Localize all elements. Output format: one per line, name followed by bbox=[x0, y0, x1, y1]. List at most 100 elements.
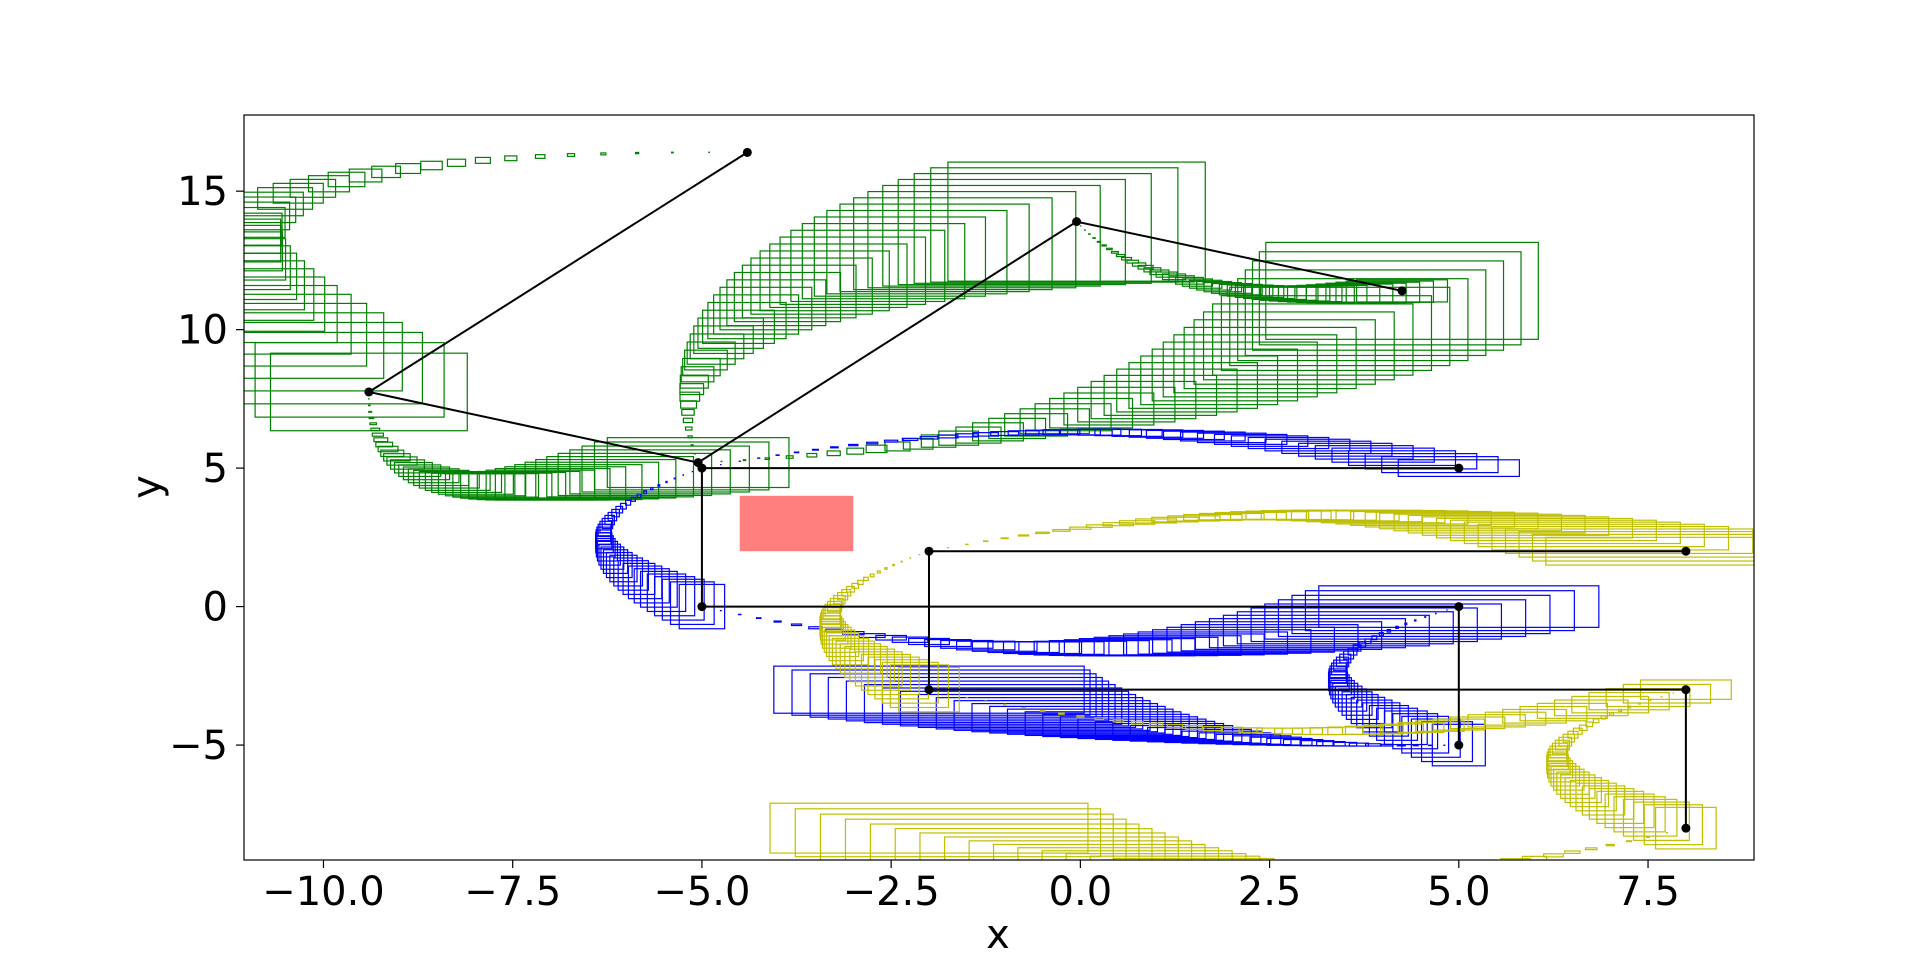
swept-box bbox=[646, 573, 687, 613]
x-tick-label: −2.5 bbox=[843, 869, 940, 915]
swept-box bbox=[764, 457, 770, 461]
swept-box bbox=[1131, 262, 1147, 267]
swept-box bbox=[244, 321, 403, 392]
swept-box bbox=[919, 832, 1166, 860]
swept-box bbox=[1386, 628, 1392, 633]
swept-box bbox=[1632, 801, 1690, 841]
swept-box bbox=[244, 196, 297, 224]
swept-box bbox=[244, 224, 282, 263]
swept-box bbox=[707, 301, 787, 340]
swept-box bbox=[1116, 368, 1238, 413]
swept-box bbox=[1404, 622, 1408, 626]
swept-box bbox=[424, 471, 491, 491]
swept-box bbox=[769, 802, 1089, 854]
path-node bbox=[924, 685, 934, 695]
swept-box bbox=[1229, 286, 1451, 367]
swept-box bbox=[1364, 511, 1516, 528]
swept-box bbox=[566, 153, 576, 158]
swept-box bbox=[418, 471, 480, 489]
swept-box bbox=[557, 452, 713, 497]
swept-box bbox=[600, 152, 607, 156]
swept-box bbox=[370, 427, 381, 432]
swept-box bbox=[900, 560, 903, 563]
swept-box bbox=[1297, 442, 1393, 457]
path-node bbox=[742, 147, 752, 157]
swept-box bbox=[1585, 721, 1594, 728]
swept-box bbox=[593, 441, 770, 491]
swept-box bbox=[680, 366, 715, 383]
swept-box bbox=[1017, 534, 1030, 537]
swept-box bbox=[244, 191, 304, 217]
swept-box bbox=[860, 653, 911, 691]
swept-box bbox=[1069, 526, 1092, 530]
clipped-marks bbox=[244, 147, 1754, 860]
swept-box bbox=[1477, 523, 1705, 548]
swept-box bbox=[1581, 785, 1626, 816]
swept-box bbox=[854, 651, 903, 687]
swept-box bbox=[446, 158, 467, 167]
swept-box bbox=[1596, 790, 1645, 824]
swept-box bbox=[1052, 528, 1071, 532]
swept-box bbox=[665, 480, 668, 484]
swept-box bbox=[990, 431, 1020, 437]
swept-box bbox=[791, 669, 1091, 716]
swept-box bbox=[371, 432, 385, 437]
swept-box bbox=[845, 680, 1110, 722]
path-node bbox=[1454, 740, 1464, 750]
swept-box bbox=[1101, 244, 1107, 247]
swept-box bbox=[826, 209, 1008, 295]
swept-box bbox=[863, 576, 869, 582]
swept-box bbox=[1618, 708, 1623, 713]
swept-box bbox=[1063, 392, 1155, 426]
obstacle-rect bbox=[739, 495, 854, 552]
swept-box bbox=[625, 499, 632, 506]
plot-area bbox=[244, 147, 1754, 860]
swept-box bbox=[1000, 537, 1009, 540]
swept-box bbox=[1378, 632, 1384, 637]
swept-box bbox=[954, 433, 979, 438]
swept-box bbox=[1543, 853, 1564, 858]
swept-box bbox=[1605, 688, 1691, 708]
swept-box bbox=[1627, 705, 1632, 709]
path-node bbox=[1454, 463, 1464, 473]
swept-box bbox=[1173, 334, 1338, 394]
axes-frame bbox=[243, 114, 1755, 861]
swept-box bbox=[368, 410, 373, 413]
swept-box bbox=[1347, 450, 1457, 467]
swept-box bbox=[1151, 516, 1199, 523]
swept-box bbox=[1368, 704, 1409, 737]
swept-box bbox=[514, 464, 643, 501]
swept-box bbox=[881, 661, 939, 704]
swept-box bbox=[992, 843, 1206, 860]
swept-box bbox=[1380, 723, 1425, 734]
swept-box bbox=[636, 493, 642, 499]
swept-box bbox=[1130, 720, 1144, 725]
swept-box bbox=[1041, 850, 1233, 860]
swept-box bbox=[913, 172, 1152, 284]
swept-box bbox=[1415, 720, 1465, 732]
swept-box bbox=[1564, 777, 1602, 804]
swept-box bbox=[670, 151, 674, 154]
swept-box bbox=[930, 167, 1179, 283]
swept-box bbox=[1379, 512, 1539, 530]
swept-box bbox=[1058, 712, 1065, 715]
swept-box bbox=[606, 437, 790, 489]
swept-box bbox=[244, 245, 291, 291]
swept-box bbox=[820, 623, 849, 645]
swept-box bbox=[1605, 843, 1615, 847]
swept-box bbox=[989, 705, 1166, 734]
swept-box bbox=[1238, 727, 1263, 734]
swept-box bbox=[971, 422, 1024, 442]
swept-box bbox=[595, 537, 616, 558]
x-tick-label: 7.5 bbox=[1616, 869, 1680, 915]
swept-box bbox=[1123, 633, 1265, 656]
swept-box bbox=[1380, 743, 1394, 747]
swept-box bbox=[1128, 362, 1259, 409]
swept-box bbox=[673, 477, 676, 480]
swept-box bbox=[1592, 718, 1600, 724]
swept-box bbox=[244, 293, 352, 355]
swept-box bbox=[657, 484, 661, 487]
swept-box bbox=[1193, 319, 1376, 385]
swept-box bbox=[742, 459, 747, 462]
